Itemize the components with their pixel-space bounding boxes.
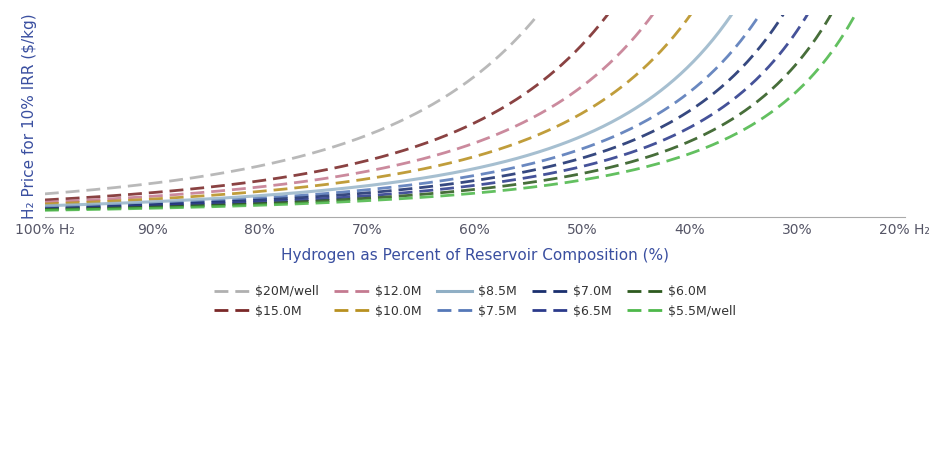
- $7.0M: [379, 189, 391, 194]
- $7.0M: [580, 154, 591, 160]
- $5.5M/well: [659, 159, 670, 164]
- $7.0M: [143, 202, 154, 207]
- $15.0M: [379, 153, 391, 158]
- $20M/well: [143, 181, 154, 186]
- $8.5M: [319, 188, 330, 193]
- Line: $8.5M: $8.5M: [44, 0, 903, 206]
- $12.0M: [319, 176, 330, 181]
- Line: $6.0M: $6.0M: [44, 0, 903, 210]
- $6.5M: [659, 136, 670, 142]
- $20M/well: [39, 191, 50, 197]
- $6.0M: [143, 205, 154, 210]
- $7.5M: [659, 107, 670, 112]
- $7.0M: [659, 122, 670, 128]
- X-axis label: Hydrogen as Percent of Reservoir Composition (%): Hydrogen as Percent of Reservoir Composi…: [280, 248, 668, 263]
- $6.0M: [659, 148, 670, 154]
- $10.0M: [319, 182, 330, 187]
- $7.5M: [39, 204, 50, 210]
- $6.5M: [143, 203, 154, 209]
- $7.0M: [664, 120, 675, 126]
- $20M/well: [319, 147, 330, 152]
- $7.5M: [379, 185, 391, 191]
- $8.5M: [580, 132, 591, 137]
- $8.5M: [664, 81, 675, 86]
- $5.5M/well: [39, 207, 50, 213]
- $12.0M: [379, 165, 391, 171]
- $8.5M: [379, 181, 391, 186]
- $7.5M: [580, 145, 591, 150]
- Legend: $20M/well, $15.0M, $12.0M, $10.0M, $8.5M, $7.5M, $7.0M, $6.5M, $6.0M, $5.5M/well: $20M/well, $15.0M, $12.0M, $10.0M, $8.5M…: [209, 280, 740, 323]
- Line: $20M/well: $20M/well: [44, 0, 903, 194]
- $5.5M/well: [580, 177, 591, 182]
- $12.0M: [39, 199, 50, 205]
- Line: $15.0M: $15.0M: [44, 0, 903, 200]
- $15.0M: [39, 197, 50, 202]
- $6.5M: [319, 196, 330, 201]
- $10.0M: [659, 43, 670, 49]
- $12.0M: [580, 81, 591, 86]
- $7.5M: [143, 201, 154, 206]
- $15.0M: [580, 38, 591, 44]
- $8.5M: [143, 199, 154, 205]
- $10.0M: [664, 39, 675, 44]
- $5.5M/well: [379, 197, 391, 202]
- $12.0M: [143, 194, 154, 199]
- $6.0M: [319, 198, 330, 203]
- $6.0M: [39, 207, 50, 212]
- $8.5M: [659, 84, 670, 90]
- $6.5M: [664, 135, 675, 140]
- $6.0M: [580, 170, 591, 176]
- $5.5M/well: [664, 158, 675, 163]
- $6.0M: [379, 194, 391, 200]
- $10.0M: [379, 173, 391, 179]
- $6.0M: [664, 147, 675, 152]
- $10.0M: [580, 108, 591, 114]
- $7.5M: [664, 104, 675, 109]
- Line: $6.5M: $6.5M: [44, 0, 903, 209]
- $6.5M: [580, 163, 591, 168]
- Y-axis label: H₂ Price for 10% IRR ($/kg): H₂ Price for 10% IRR ($/kg): [22, 14, 37, 219]
- $15.0M: [143, 190, 154, 196]
- $7.0M: [39, 205, 50, 211]
- Line: $7.0M: $7.0M: [44, 0, 903, 208]
- $10.0M: [143, 197, 154, 202]
- $5.5M/well: [319, 200, 330, 205]
- Line: $7.5M: $7.5M: [44, 0, 903, 207]
- $10.0M: [39, 201, 50, 207]
- $8.5M: [39, 203, 50, 208]
- $5.5M/well: [143, 206, 154, 211]
- $15.0M: [319, 167, 330, 173]
- $7.5M: [319, 191, 330, 196]
- $20M/well: [379, 125, 391, 130]
- $6.5M: [39, 206, 50, 211]
- Line: $10.0M: $10.0M: [44, 0, 903, 204]
- Line: $12.0M: $12.0M: [44, 0, 903, 202]
- Line: $5.5M/well: $5.5M/well: [44, 0, 903, 210]
- $7.0M: [319, 194, 330, 199]
- $6.5M: [379, 192, 391, 197]
